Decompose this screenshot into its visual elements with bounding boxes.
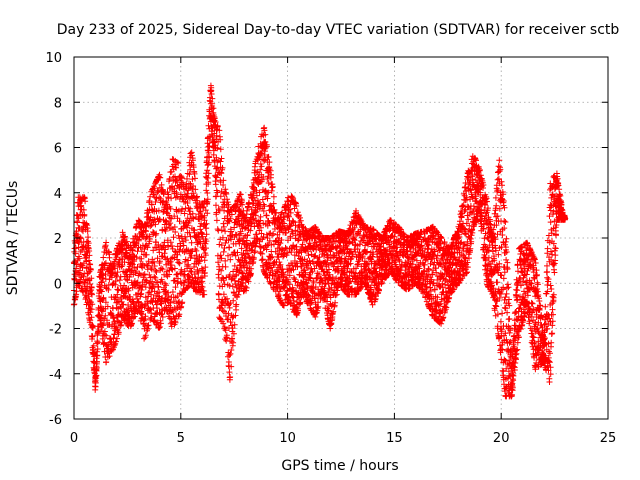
series-markers (70, 82, 569, 400)
x-tick-label: 15 (386, 431, 403, 446)
x-axis-title: GPS time / hours (281, 458, 398, 474)
x-tick-label: 5 (177, 431, 185, 446)
y-tick-label: -2 (49, 323, 62, 338)
x-tick-label: 0 (70, 431, 78, 446)
y-tick-label: 10 (45, 51, 62, 66)
y-axis-title: SDTVAR / TECUs (5, 181, 21, 296)
y-tick-label: 4 (54, 187, 62, 202)
x-tick-label: 25 (600, 431, 617, 446)
y-tick-label: -6 (49, 413, 62, 428)
y-tick-label: 0 (54, 277, 62, 292)
chart-title: Day 233 of 2025, Sidereal Day-to-day VTE… (57, 22, 620, 38)
data-points (70, 82, 569, 400)
x-tick-label: 20 (493, 431, 510, 446)
x-tick-label: 10 (279, 431, 296, 446)
y-tick-label: -4 (49, 368, 62, 383)
y-tick-label: 2 (54, 232, 62, 247)
y-tick-label: 6 (54, 142, 62, 157)
y-tick-label: 8 (54, 96, 62, 111)
axis-ticks: 0 5 10 15 20 25 -6 -4 -2 0 2 4 6 8 10 (45, 51, 616, 446)
